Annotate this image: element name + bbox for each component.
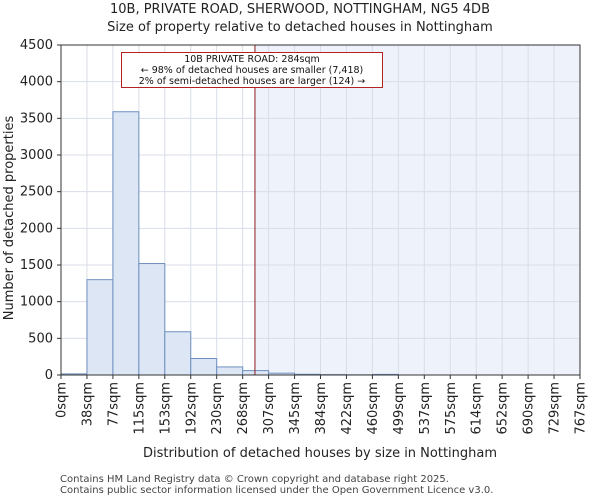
y-axis-label: Number of detached properties <box>2 116 17 321</box>
x-tick-label: 537sqm <box>418 382 433 435</box>
x-tick-label: 77sqm <box>106 382 121 426</box>
x-tick-label: 460sqm <box>366 382 381 435</box>
y-tick-label: 500 <box>28 331 53 346</box>
x-tick-label: 614sqm <box>470 382 485 435</box>
larger-region-highlight <box>254 45 580 375</box>
y-tick-label: 1000 <box>20 295 53 310</box>
x-tick-label: 499sqm <box>392 382 407 435</box>
x-axis-label: Distribution of detached houses by size … <box>143 446 497 461</box>
chart-title-line1: 10B, PRIVATE ROAD, SHERWOOD, NOTTINGHAM,… <box>109 2 490 17</box>
x-tick-label: 0sqm <box>55 382 70 418</box>
y-tick-label: 1500 <box>20 258 53 273</box>
x-tick-label: 384sqm <box>314 382 329 435</box>
x-tick-label: 153sqm <box>158 382 173 435</box>
x-tick-label: 729sqm <box>548 382 563 435</box>
annotation-line3: 2% of semi-detached houses are larger (1… <box>138 76 366 87</box>
annotation-line1: 10B PRIVATE ROAD: 284sqm <box>184 54 320 65</box>
property-annotation-box: 10B PRIVATE ROAD: 284sqm ← 98% of detach… <box>121 52 383 88</box>
footer-licence: Contains public sector information licen… <box>60 485 494 496</box>
bar-268sqm <box>242 370 270 376</box>
bar-230sqm <box>216 366 244 376</box>
x-tick-label: 690sqm <box>522 382 537 435</box>
x-tick-label: 268sqm <box>236 382 251 435</box>
bar-153sqm <box>164 331 192 376</box>
y-tick-label: 2500 <box>20 185 53 200</box>
bar-77sqm <box>112 111 140 376</box>
x-tick-label: 307sqm <box>262 382 277 435</box>
y-tick-label: 3500 <box>20 111 53 126</box>
y-tick-label: 2000 <box>20 221 53 236</box>
chart-title-line2: Size of property relative to detached ho… <box>107 20 493 35</box>
x-tick-label: 38sqm <box>80 382 95 426</box>
x-tick-label: 767sqm <box>574 382 589 435</box>
annotation-line2: ← 98% of detached houses are smaller (7,… <box>140 65 364 76</box>
footer-copyright: Contains HM Land Registry data © Crown c… <box>60 474 449 485</box>
x-tick-label: 652sqm <box>496 382 511 435</box>
bar-38sqm <box>86 279 114 376</box>
y-tick-label: 3000 <box>20 148 53 163</box>
bar-115sqm <box>138 263 166 376</box>
x-tick-label: 422sqm <box>340 382 355 435</box>
x-tick-label: 192sqm <box>184 382 199 435</box>
y-tick-label: 4000 <box>20 75 53 90</box>
y-tick-label: 4500 <box>20 38 53 53</box>
bar-192sqm <box>190 358 218 376</box>
y-tick-label: 0 <box>45 368 53 383</box>
x-tick-label: 230sqm <box>210 382 225 435</box>
x-tick-label: 345sqm <box>288 382 303 435</box>
x-tick-label: 115sqm <box>132 382 147 435</box>
x-tick-label: 575sqm <box>444 382 459 435</box>
